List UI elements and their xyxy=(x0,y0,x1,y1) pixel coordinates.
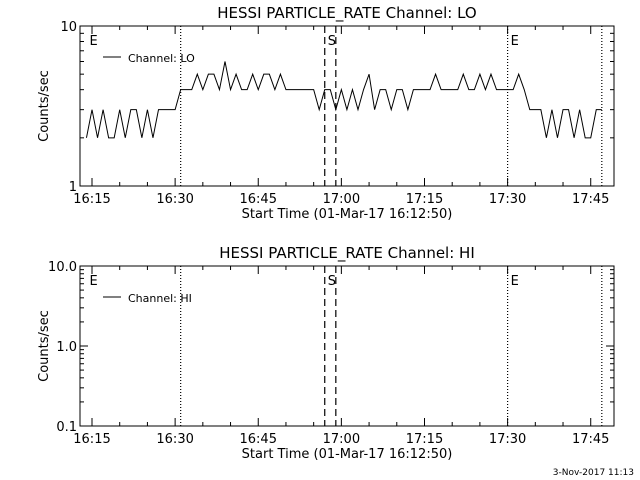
y-tick-label: 1.0 xyxy=(56,340,77,355)
x-axis-label: Start Time (01-Mar-17 16:12:50) xyxy=(242,447,453,462)
y-axis-label: Counts/sec xyxy=(37,70,52,142)
legend-label: Channel: HI xyxy=(128,292,192,305)
x-tick-label: 17:45 xyxy=(572,192,609,207)
legend-label: Channel: LO xyxy=(128,52,195,65)
y-tick-label: 10.0 xyxy=(48,260,77,275)
x-tick-label: 16:30 xyxy=(156,432,193,447)
x-tick-label: 17:30 xyxy=(489,432,526,447)
x-tick-label: 17:30 xyxy=(489,192,526,207)
chart-title: HESSI PARTICLE_RATE Channel: LO xyxy=(217,4,476,23)
x-tick-label: 16:15 xyxy=(73,192,110,207)
event-marker-label: E xyxy=(511,274,519,289)
footer-date: 3-Nov-2017 11:13 xyxy=(552,468,634,478)
x-tick-label: 16:15 xyxy=(73,432,110,447)
y-tick-label: 1 xyxy=(69,180,77,195)
x-tick-label: 16:45 xyxy=(240,192,277,207)
x-tick-label: 16:30 xyxy=(156,192,193,207)
plot-frame xyxy=(79,265,615,427)
event-marker-label: E xyxy=(89,34,97,49)
x-tick-label: 17:45 xyxy=(572,432,609,447)
chart-panel-hi: HESSI PARTICLE_RATE Channel: HI 16:15 16:3… xyxy=(37,244,615,462)
x-tick-label: 16:45 xyxy=(240,432,277,447)
event-marker-label: E xyxy=(89,274,97,289)
x-tick-label: 17:00 xyxy=(323,192,360,207)
x-tick-label: 17:15 xyxy=(406,432,443,447)
y-tick-label: 0.1 xyxy=(56,420,77,435)
y-axis-label: Counts/sec xyxy=(37,310,52,382)
y-tick-label: 10 xyxy=(60,20,77,35)
x-axis-label: Start Time (01-Mar-17 16:12:50) xyxy=(242,207,453,222)
chart-panel-lo: HESSI PARTICLE_RATE Channel: LO 16:15 16:3… xyxy=(37,4,615,222)
x-tick-label: 17:00 xyxy=(323,432,360,447)
plot-frame xyxy=(79,25,615,187)
event-marker-label: S xyxy=(328,34,336,49)
x-tick-label: 17:15 xyxy=(406,192,443,207)
event-marker-label: S xyxy=(328,274,336,289)
series-line xyxy=(85,61,602,139)
event-marker-label: E xyxy=(511,34,519,49)
chart-title: HESSI PARTICLE_RATE Channel: HI xyxy=(219,244,475,263)
